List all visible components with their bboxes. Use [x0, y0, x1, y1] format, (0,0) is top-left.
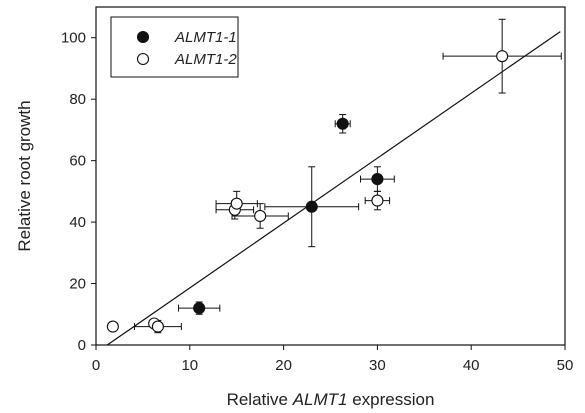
legend-label-almt1-2: ALMT1-2	[174, 51, 237, 68]
y-tick-label: 20	[69, 276, 86, 293]
legend-marker-almt1-1	[136, 30, 150, 44]
data-point-almt1-2-7	[496, 50, 509, 63]
data-point-almt1-1-1	[305, 200, 318, 213]
y-tick-label: 60	[69, 153, 86, 170]
y-tick-label: 0	[78, 337, 86, 354]
data-point-almt1-1-0	[193, 302, 206, 315]
x-tick-label: 20	[275, 357, 292, 374]
plot-frame	[95, 6, 566, 346]
legend-label-almt1-1: ALMT1-1	[174, 29, 237, 46]
regression-line	[106, 31, 561, 346]
legend-box	[110, 16, 239, 78]
x-tick-label: 10	[181, 357, 198, 374]
data-point-almt1-2-6	[371, 194, 384, 207]
x-tick-label: 40	[463, 357, 480, 374]
data-point-almt1-2-2	[151, 320, 164, 333]
data-point-almt1-1-2	[336, 117, 349, 130]
legend: ALMT1-1 ALMT1-2	[110, 16, 239, 78]
data-point-almt1-2-5	[254, 209, 267, 222]
regression-layer	[106, 31, 561, 346]
data-point-almt1-1-3	[371, 173, 384, 186]
y-tick-label: 100	[61, 30, 86, 47]
data-point-almt1-2-4	[230, 197, 243, 210]
x-axis-label: Relative ALMT1 expression	[227, 390, 435, 409]
data-point-layer	[106, 50, 509, 333]
x-tick-label: 0	[92, 357, 100, 374]
x-axis-ticks: 0 10 20 30 40 50	[92, 345, 574, 374]
y-axis-label: Relative root growth	[15, 100, 34, 251]
y-tick-label: 40	[69, 214, 86, 231]
x-tick-label: 30	[369, 357, 386, 374]
y-axis-ticks: 0 20 40 60 80 100	[61, 30, 96, 354]
x-tick-label: 50	[557, 357, 574, 374]
legend-marker-almt1-2	[136, 52, 150, 66]
y-tick-label: 80	[69, 91, 86, 108]
data-point-almt1-2-0	[106, 320, 119, 333]
